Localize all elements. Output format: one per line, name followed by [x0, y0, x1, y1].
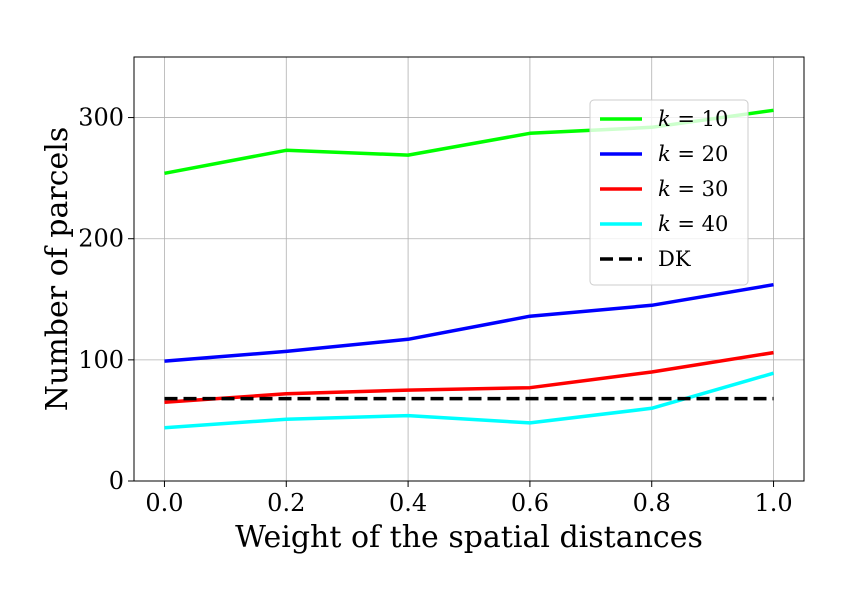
legend-box: [589, 99, 749, 286]
x-tick-label: 0.2: [267, 489, 305, 517]
legend-label: k = 20: [658, 142, 728, 166]
x-tick-label: 1.0: [754, 489, 792, 517]
x-tick-label: 0.6: [511, 489, 549, 517]
series-line-k-20: [164, 282, 774, 363]
legend-label: k = 40: [658, 212, 728, 236]
legend: k = 10 k = 20 k = 30 k = 40 DK: [589, 99, 749, 286]
y-tick-label: 200: [78, 225, 124, 253]
series-lines: [164, 108, 774, 430]
plot-area-frame: [133, 56, 805, 482]
legend-label: k = 10: [658, 107, 728, 131]
y-tick-label: 100: [78, 346, 124, 374]
series-line-k-40: [164, 371, 774, 430]
x-axis-title: Weight of the spatial distances: [235, 520, 703, 555]
x-tick-label: 0.8: [633, 489, 671, 517]
x-tick-label: 0.4: [389, 489, 427, 517]
legend-label: k = 30: [658, 177, 728, 201]
series-line-k-30: [164, 350, 774, 405]
y-tick-label: 300: [78, 104, 124, 132]
axis-ticks: 0.0 0.2 0.4 0.6 0.8 1.0 0 100 200 300: [78, 104, 792, 517]
y-axis-title: Number of parcels: [40, 127, 75, 412]
legend-label: DK: [658, 247, 691, 271]
y-tick-label: 0: [109, 467, 124, 495]
x-tick-label: 0.0: [145, 489, 183, 517]
